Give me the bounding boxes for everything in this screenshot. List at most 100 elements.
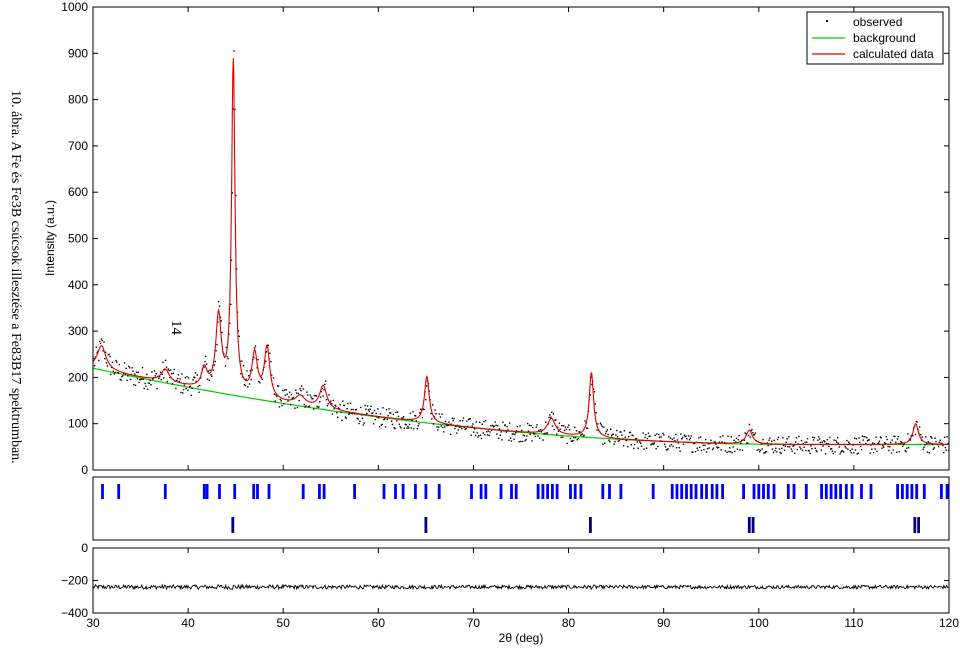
observed-point — [870, 444, 872, 446]
reflection-tick — [860, 484, 863, 499]
observed-point — [288, 396, 290, 398]
observed-point — [810, 445, 812, 447]
observed-point — [796, 448, 798, 451]
observed-point — [580, 434, 582, 436]
observed-point — [306, 391, 308, 393]
observed-point — [444, 426, 446, 428]
observed-point — [330, 400, 332, 402]
legend-calculated-label: calculated data — [853, 47, 934, 61]
observed-point — [515, 431, 517, 434]
observed-point — [118, 363, 121, 366]
observed-point — [838, 446, 840, 448]
observed-point — [688, 439, 691, 441]
observed-point — [861, 435, 864, 437]
observed-point — [806, 438, 809, 440]
observed-point — [516, 425, 519, 428]
observed-point — [771, 440, 773, 442]
observed-point — [133, 383, 135, 386]
observed-point — [698, 437, 700, 439]
observed-point — [439, 416, 442, 418]
observed-point — [785, 441, 787, 444]
observed-point — [99, 342, 102, 345]
observed-point — [569, 437, 572, 440]
observed-point — [750, 430, 752, 432]
observed-point — [801, 449, 804, 452]
observed-point — [478, 434, 480, 437]
observed-point — [183, 384, 186, 386]
observed-point — [155, 373, 157, 375]
observed-point — [175, 387, 177, 390]
observed-point — [247, 375, 250, 377]
observed-point — [786, 438, 788, 440]
x-tick-label: 60 — [372, 616, 386, 630]
observed-point — [878, 440, 881, 442]
observed-point — [324, 383, 326, 386]
observed-point — [378, 417, 380, 419]
observed-point — [732, 446, 734, 448]
observed-point — [176, 379, 178, 382]
observed-point — [827, 443, 829, 445]
observed-point — [122, 375, 124, 377]
observed-point — [807, 449, 810, 452]
observed-point — [515, 430, 518, 432]
observed-point — [190, 394, 192, 397]
observed-point — [722, 435, 724, 437]
reflection-tick — [824, 484, 828, 499]
observed-point — [935, 440, 937, 443]
observed-point — [134, 384, 137, 387]
observed-point — [574, 426, 576, 429]
observed-point — [419, 412, 421, 414]
observed-point — [694, 450, 697, 453]
observed-point — [135, 371, 138, 373]
observed-point — [623, 430, 626, 432]
observed-point — [280, 400, 282, 402]
observed-point — [250, 378, 252, 381]
observed-point — [703, 448, 705, 451]
observed-point — [414, 415, 417, 417]
observed-point — [187, 389, 189, 392]
observed-point — [815, 449, 817, 452]
observed-point — [347, 402, 349, 405]
observed-point — [818, 438, 821, 440]
observed-point — [364, 404, 366, 407]
observed-point — [521, 429, 523, 432]
observed-point — [484, 434, 486, 436]
observed-point — [633, 447, 635, 450]
observed-point — [395, 411, 397, 413]
reflection-tick — [546, 484, 549, 499]
observed-point — [245, 378, 247, 380]
observed-point — [460, 426, 462, 428]
observed-point — [446, 424, 448, 427]
observed-point — [636, 441, 638, 443]
observed-point — [794, 441, 797, 443]
observed-point — [611, 433, 614, 436]
observed-point — [181, 373, 183, 375]
reflection-tick — [499, 484, 503, 499]
reflection-tick — [619, 484, 623, 499]
observed-point — [856, 453, 858, 455]
observed-point — [672, 445, 674, 448]
observed-point — [527, 422, 529, 425]
observed-point — [852, 444, 854, 446]
observed-point — [373, 409, 376, 412]
observed-point — [199, 384, 201, 387]
observed-point — [532, 426, 534, 429]
observed-point — [219, 316, 222, 319]
observed-point — [443, 431, 445, 433]
observed-point — [249, 369, 251, 372]
observed-point — [426, 385, 428, 387]
observed-point — [129, 378, 132, 381]
observed-point — [458, 426, 460, 428]
observed-point — [753, 434, 755, 436]
observed-point — [480, 437, 483, 440]
observed-point — [653, 442, 656, 444]
reflection-frame — [92, 476, 950, 541]
observed-point — [445, 424, 448, 426]
observed-point — [117, 372, 119, 374]
observed-point — [692, 451, 694, 453]
observed-point — [907, 446, 910, 449]
observed-point — [858, 437, 860, 439]
observed-point — [286, 393, 288, 395]
observed-point — [792, 445, 794, 447]
observed-point — [939, 439, 941, 441]
